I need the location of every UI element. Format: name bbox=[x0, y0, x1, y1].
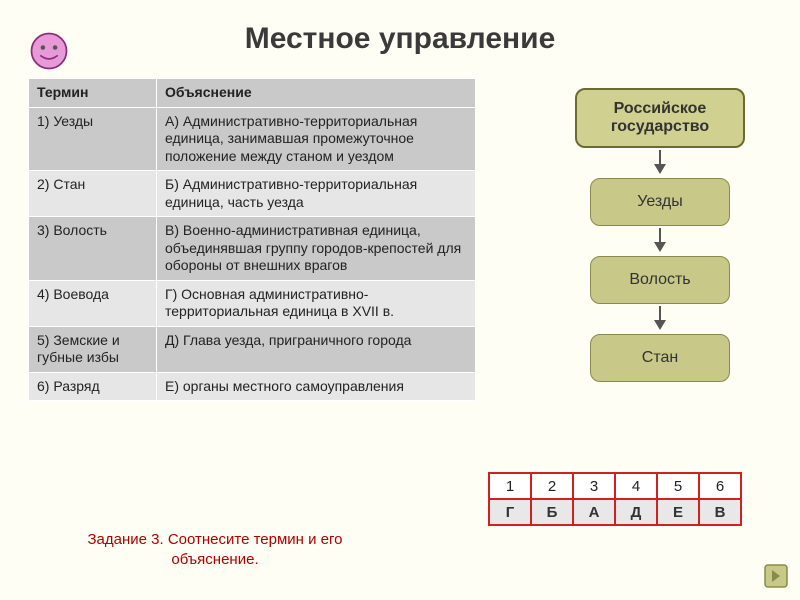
answer-number: 6 bbox=[699, 473, 741, 499]
answer-letter: В bbox=[699, 499, 741, 525]
table-row: 5) Земские и губные избы Д) Глава уезда,… bbox=[29, 326, 476, 372]
table-row: 6) Разряд Е) органы местного самоуправле… bbox=[29, 372, 476, 401]
cell-term: 3) Волость bbox=[29, 217, 157, 281]
hierarchy-node-top: Российское государство bbox=[575, 88, 745, 148]
answer-number: 2 bbox=[531, 473, 573, 499]
task-caption: Задание 3. Соотнесите термин и его объяс… bbox=[50, 530, 380, 571]
answer-number: 1 bbox=[489, 473, 531, 499]
table-row: 2) Стан Б) Административно-территориальн… bbox=[29, 171, 476, 217]
page-title: Местное управление bbox=[0, 22, 800, 56]
cell-explanation: Д) Глава уезда, приграничного города bbox=[157, 326, 476, 372]
cell-explanation: А) Административно-территориальная едини… bbox=[157, 107, 476, 171]
answer-letter: Е bbox=[657, 499, 699, 525]
cell-term: 5) Земские и губные избы bbox=[29, 326, 157, 372]
hierarchy-node: Волость bbox=[590, 256, 730, 304]
answer-letter: Б bbox=[531, 499, 573, 525]
cell-term: 1) Уезды bbox=[29, 107, 157, 171]
cell-term: 6) Разряд bbox=[29, 372, 157, 401]
cell-explanation: Б) Административно-территориальная едини… bbox=[157, 171, 476, 217]
hierarchy-node: Уезды bbox=[590, 178, 730, 226]
th-term: Термин bbox=[29, 79, 157, 108]
hierarchy-node: Стан bbox=[590, 334, 730, 382]
answer-letter: Д bbox=[615, 499, 657, 525]
cell-explanation: Г) Основная административно-территориаль… bbox=[157, 280, 476, 326]
answer-letter: Г bbox=[489, 499, 531, 525]
answer-number: 4 bbox=[615, 473, 657, 499]
table-row: 3) Волость В) Военно-административная ед… bbox=[29, 217, 476, 281]
nav-next-icon[interactable] bbox=[764, 564, 788, 588]
th-explanation: Объяснение bbox=[157, 79, 476, 108]
cell-explanation: Е) органы местного самоуправления bbox=[157, 372, 476, 401]
table-row: 1) Уезды А) Административно-территориаль… bbox=[29, 107, 476, 171]
answer-letter: А bbox=[573, 499, 615, 525]
answer-number: 5 bbox=[657, 473, 699, 499]
cell-term: 4) Воевода bbox=[29, 280, 157, 326]
arrow-down-icon bbox=[655, 306, 665, 332]
table-row: 4) Воевода Г) Основная административно-т… bbox=[29, 280, 476, 326]
answer-number: 3 bbox=[573, 473, 615, 499]
arrow-down-icon bbox=[655, 228, 665, 254]
hierarchy-diagram: Российское государство Уезды Волость Ста… bbox=[570, 88, 750, 382]
arrow-down-icon bbox=[655, 150, 665, 176]
terms-table: Термин Объяснение 1) Уезды А) Администра… bbox=[28, 78, 476, 401]
answer-grid: 1 2 3 4 5 6 Г Б А Д Е В bbox=[488, 472, 742, 526]
cell-term: 2) Стан bbox=[29, 171, 157, 217]
cell-explanation: В) Военно-административная единица, объе… bbox=[157, 217, 476, 281]
